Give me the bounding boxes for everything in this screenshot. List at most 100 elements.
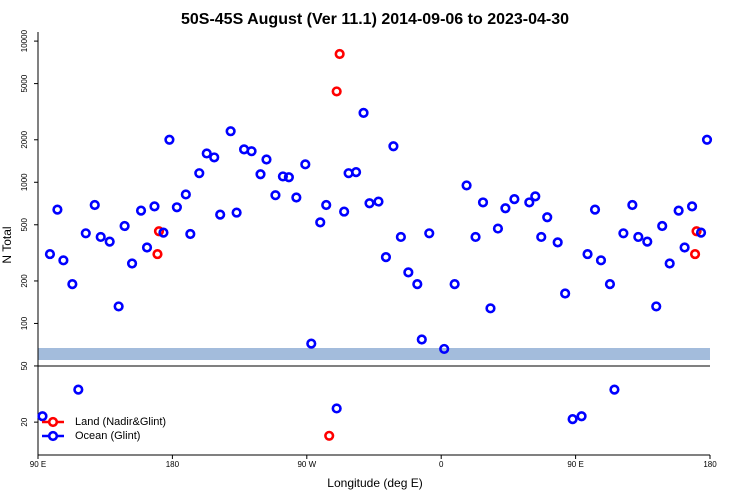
point xyxy=(589,204,601,215)
point xyxy=(37,411,48,422)
point xyxy=(686,201,698,212)
y-tick-label: 5000 xyxy=(20,74,29,92)
point xyxy=(324,430,335,441)
point xyxy=(595,255,607,266)
point xyxy=(283,172,294,183)
point xyxy=(52,204,63,215)
point xyxy=(152,248,163,260)
point xyxy=(164,134,175,145)
point xyxy=(373,196,384,207)
point xyxy=(500,203,511,214)
point xyxy=(350,167,362,178)
point xyxy=(618,228,629,239)
point xyxy=(291,192,302,203)
point xyxy=(73,384,84,395)
point xyxy=(509,194,520,205)
legend-marker xyxy=(47,416,59,428)
y-tick-label: 100 xyxy=(20,316,29,330)
point xyxy=(412,278,423,290)
point xyxy=(201,148,212,159)
point xyxy=(395,231,406,243)
point xyxy=(364,198,375,209)
point xyxy=(403,267,414,278)
x-axis-label: Longitude (deg E) xyxy=(327,476,422,490)
point xyxy=(246,146,257,157)
x-tick-label: 180 xyxy=(703,460,717,469)
point xyxy=(225,126,236,137)
y-tick-label: 10000 xyxy=(20,29,29,52)
coverage-band xyxy=(38,348,710,360)
y-tick-label: 1000 xyxy=(20,173,29,191)
point xyxy=(380,252,392,263)
legend-label: Ocean (Glint) xyxy=(75,430,140,442)
point xyxy=(530,191,541,202)
point xyxy=(194,168,205,179)
point xyxy=(255,169,266,180)
legend-label: Land (Nadir&Glint) xyxy=(75,416,166,428)
y-tick-label: 20 xyxy=(20,417,29,426)
point xyxy=(470,231,481,243)
point xyxy=(651,301,662,312)
point xyxy=(180,189,191,200)
point xyxy=(339,206,350,217)
point xyxy=(58,255,69,266)
y-tick-label: 500 xyxy=(20,218,29,232)
point xyxy=(306,338,317,349)
point xyxy=(695,227,707,238)
point xyxy=(627,199,638,211)
point xyxy=(171,202,182,213)
point xyxy=(358,107,369,119)
y-tick-label: 200 xyxy=(20,274,29,288)
point xyxy=(67,278,78,290)
point xyxy=(185,228,196,240)
point xyxy=(439,343,450,355)
point xyxy=(321,199,332,211)
point xyxy=(633,231,644,243)
point xyxy=(149,201,160,212)
point xyxy=(701,134,713,145)
point xyxy=(334,48,345,60)
point xyxy=(536,231,547,243)
x-tick-label: 0 xyxy=(439,460,444,469)
point xyxy=(424,228,435,239)
point xyxy=(300,159,311,170)
point xyxy=(119,220,130,232)
point xyxy=(524,197,535,208)
point xyxy=(315,217,326,228)
x-tick-label: 90 E xyxy=(567,460,583,469)
point xyxy=(158,227,169,238)
point xyxy=(492,223,504,234)
point xyxy=(567,414,578,425)
point xyxy=(44,248,56,260)
point xyxy=(673,205,684,216)
point xyxy=(270,190,281,201)
point xyxy=(80,228,91,239)
point xyxy=(560,288,571,299)
point xyxy=(449,278,460,290)
point xyxy=(542,212,553,223)
chart-title: 50S-45S August (Ver 11.1) 2014-09-06 to … xyxy=(181,11,569,28)
y-tick-label: 2000 xyxy=(20,130,29,148)
point xyxy=(231,207,242,218)
x-tick-label: 90 E xyxy=(30,460,46,469)
y-tick-label: 50 xyxy=(20,361,29,370)
point xyxy=(657,220,668,232)
legend-marker xyxy=(47,430,59,442)
point xyxy=(461,180,472,191)
point xyxy=(582,248,593,260)
point xyxy=(664,258,675,269)
x-tick-label: 180 xyxy=(166,460,180,469)
point xyxy=(89,199,100,211)
point xyxy=(95,231,106,243)
point xyxy=(642,236,653,247)
point xyxy=(485,303,496,314)
point xyxy=(388,141,399,152)
point xyxy=(416,334,427,345)
point xyxy=(576,411,587,422)
point xyxy=(604,278,616,290)
point xyxy=(331,86,342,97)
point xyxy=(141,242,153,253)
y-axis-label: N Total xyxy=(0,226,14,263)
